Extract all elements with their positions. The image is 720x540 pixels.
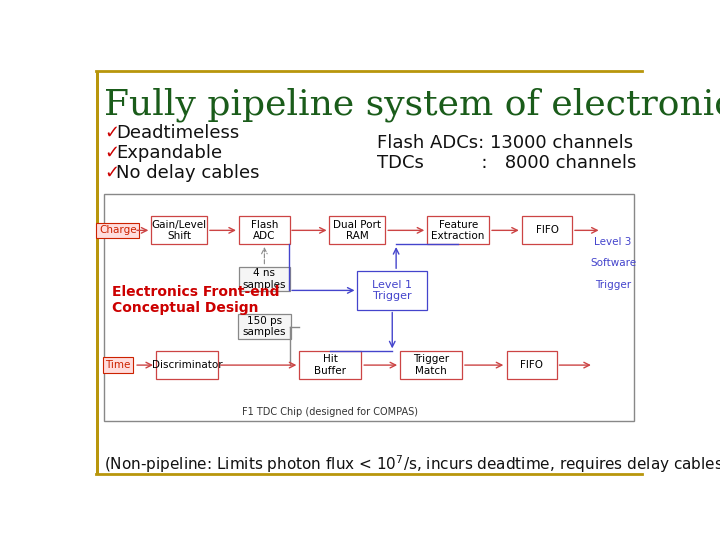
Text: Flash ADCs: 13000 channels: Flash ADCs: 13000 channels bbox=[377, 133, 633, 152]
Bar bbox=[104, 194, 634, 421]
Text: Software: Software bbox=[590, 259, 636, 268]
Bar bbox=[522, 217, 572, 244]
Text: Fully pipeline system of electronics: Fully pipeline system of electronics bbox=[104, 87, 720, 122]
Bar bbox=[330, 217, 385, 244]
Text: Feature
Extraction: Feature Extraction bbox=[431, 220, 485, 241]
Bar bbox=[357, 271, 427, 309]
Text: (Non-pipeline: Limits photon flux < 10$^7$/s, incurs deadtime, requires delay ca: (Non-pipeline: Limits photon flux < 10$^… bbox=[104, 453, 720, 475]
Text: Flash
ADC: Flash ADC bbox=[251, 220, 278, 241]
Bar bbox=[156, 351, 218, 379]
Text: TDCs          :   8000 channels: TDCs : 8000 channels bbox=[377, 153, 636, 172]
Bar bbox=[238, 314, 291, 339]
Text: 4 ns
samples: 4 ns samples bbox=[243, 268, 286, 289]
Text: 150 ps
samples: 150 ps samples bbox=[243, 316, 286, 338]
Text: No delay cables: No delay cables bbox=[117, 164, 260, 181]
Bar bbox=[239, 217, 289, 244]
Bar bbox=[239, 267, 289, 291]
Text: Trigger: Trigger bbox=[595, 280, 631, 290]
Text: ✓: ✓ bbox=[104, 164, 119, 181]
Bar bbox=[96, 71, 99, 475]
Text: Hit
Buffer: Hit Buffer bbox=[314, 354, 346, 376]
Text: Electronics Front-end
Conceptual Design: Electronics Front-end Conceptual Design bbox=[112, 285, 279, 315]
Text: ✓: ✓ bbox=[104, 144, 119, 161]
Bar bbox=[151, 217, 207, 244]
Text: Level 1
Trigger: Level 1 Trigger bbox=[372, 280, 413, 301]
Bar bbox=[400, 351, 462, 379]
Text: FIFO: FIFO bbox=[521, 360, 544, 370]
Text: Gain/Level
Shift: Gain/Level Shift bbox=[152, 220, 207, 241]
Text: Discriminator: Discriminator bbox=[152, 360, 222, 370]
Bar bbox=[507, 351, 557, 379]
Bar bbox=[427, 217, 489, 244]
Bar bbox=[300, 351, 361, 379]
Text: Time: Time bbox=[105, 360, 130, 370]
Text: F1 TDC Chip (designed for COMPAS): F1 TDC Chip (designed for COMPAS) bbox=[242, 407, 418, 417]
Text: Trigger
Match: Trigger Match bbox=[413, 354, 449, 376]
Text: ✓: ✓ bbox=[104, 124, 119, 141]
Text: Dual Port
RAM: Dual Port RAM bbox=[333, 220, 382, 241]
Text: FIFO: FIFO bbox=[536, 225, 559, 235]
Text: Deadtimeless: Deadtimeless bbox=[117, 124, 240, 141]
Text: Expandable: Expandable bbox=[117, 144, 222, 161]
Text: Charge: Charge bbox=[99, 225, 137, 235]
Text: Level 3: Level 3 bbox=[595, 237, 632, 247]
